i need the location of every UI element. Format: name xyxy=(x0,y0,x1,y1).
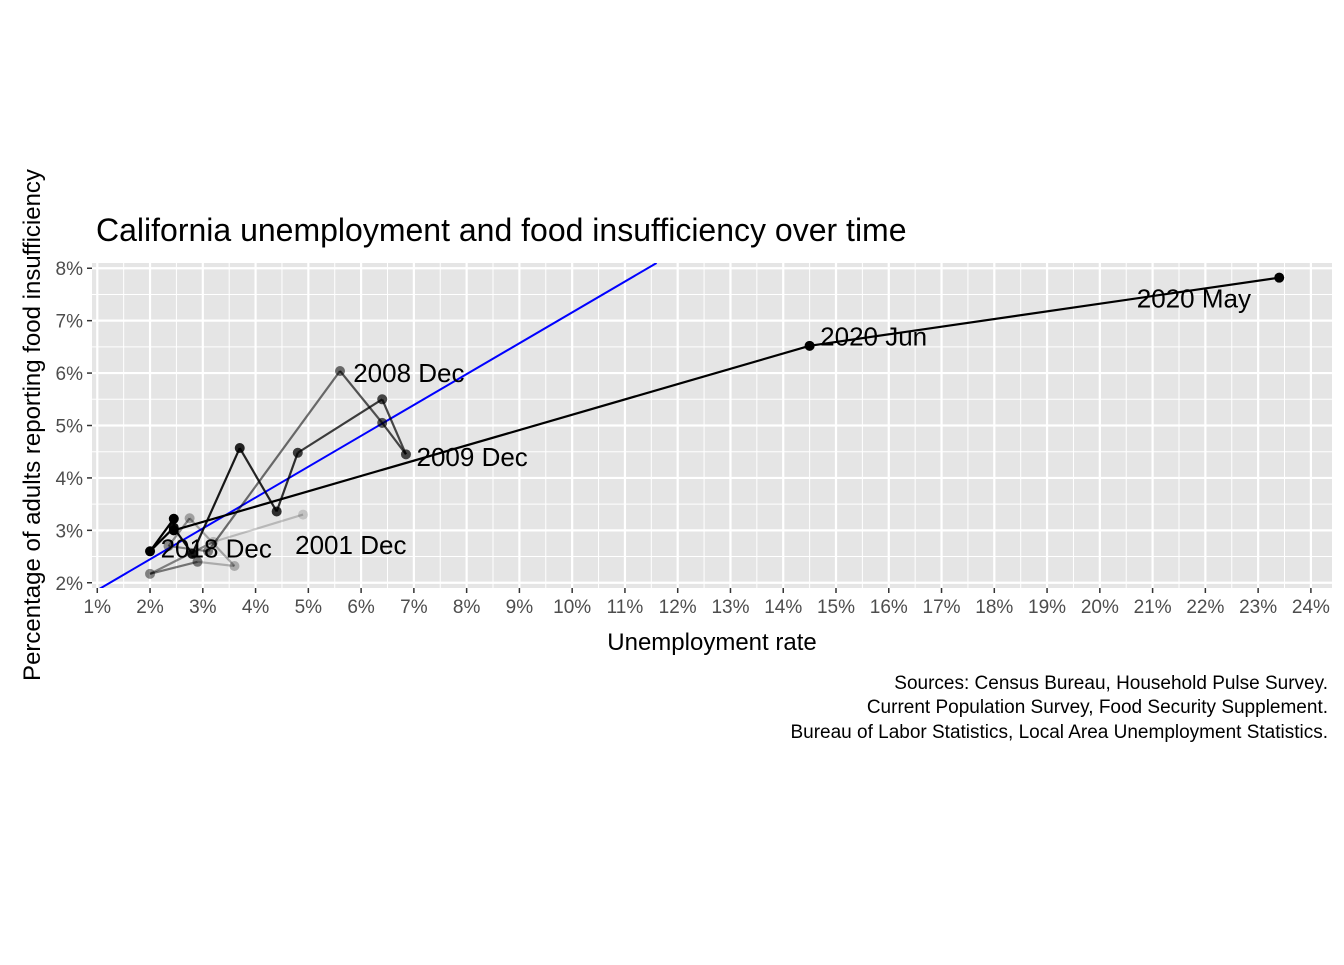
x-tick-label: 20% xyxy=(1081,597,1119,618)
data-point xyxy=(168,525,179,536)
x-tick-label: 6% xyxy=(347,597,375,618)
path-segment xyxy=(197,560,235,568)
y-tick-label: 6% xyxy=(56,364,84,385)
path-segment xyxy=(188,517,236,567)
x-tick-label: 7% xyxy=(400,597,428,618)
path-segment xyxy=(213,513,304,543)
y-tick-label: 5% xyxy=(56,417,84,438)
x-tick-label: 21% xyxy=(1134,597,1172,618)
data-point xyxy=(208,536,219,547)
x-tick-label: 22% xyxy=(1186,597,1224,618)
x-tick-label: 13% xyxy=(711,597,749,618)
chart-title: California unemployment and food insuffi… xyxy=(96,212,907,248)
x-tick-label: 10% xyxy=(553,597,591,618)
plot-panel xyxy=(92,263,1332,588)
fit-line xyxy=(98,263,658,588)
y-tick-label: 8% xyxy=(56,259,84,280)
data-point xyxy=(168,513,179,524)
x-tick-label: 24% xyxy=(1292,597,1330,618)
path-segment xyxy=(381,398,407,455)
point-annotation: 2018 Dec xyxy=(161,534,272,564)
point-annotation: 2009 Dec xyxy=(417,442,528,472)
series-layer xyxy=(145,272,1285,579)
path-segment xyxy=(238,447,278,513)
x-tick-label: 2% xyxy=(136,597,164,618)
data-point xyxy=(292,447,303,458)
x-tick-label: 8% xyxy=(453,597,481,618)
data-point xyxy=(234,443,245,454)
data-point xyxy=(229,560,240,571)
path-segment xyxy=(339,370,384,424)
path-segment xyxy=(275,452,299,512)
caption-line-2: Current Population Survey, Food Security… xyxy=(867,697,1328,718)
data-point xyxy=(187,548,198,559)
data-point xyxy=(184,513,195,524)
data-point xyxy=(298,509,309,520)
path-segment xyxy=(297,398,383,454)
caption-line-3: Bureau of Labor Statistics, Local Area U… xyxy=(790,722,1328,743)
point-annotation: 2020 May xyxy=(1137,284,1251,314)
y-tick-label: 4% xyxy=(56,469,84,490)
path-segment xyxy=(167,517,191,547)
x-tick-label: 9% xyxy=(506,597,534,618)
data-point xyxy=(203,546,214,557)
x-tick-label: 23% xyxy=(1239,597,1277,618)
point-annotation: 2008 Dec xyxy=(353,358,464,388)
point-annotation: 2020 Jun xyxy=(820,321,927,351)
x-tick-label: 18% xyxy=(975,597,1013,618)
x-axis-label: Unemployment rate xyxy=(607,629,816,656)
y-tick-label: 3% xyxy=(56,521,84,542)
x-tick-label: 1% xyxy=(84,597,112,618)
x-tick-label: 11% xyxy=(607,597,644,618)
data-point xyxy=(163,541,174,552)
path-segment xyxy=(381,422,407,455)
data-point xyxy=(192,556,203,567)
y-tick-label: 2% xyxy=(56,574,84,595)
x-tick-label: 16% xyxy=(870,597,908,618)
x-tick-label: 17% xyxy=(923,597,961,618)
data-point xyxy=(377,417,388,428)
data-point xyxy=(400,449,411,460)
y-tick-label: 7% xyxy=(56,312,84,333)
y-axis-label: Percentage of adults reporting food insu… xyxy=(19,169,46,681)
data-point xyxy=(804,340,815,351)
path-segment xyxy=(149,518,175,552)
annotation-layer: 2001 Dec 2008 Dec 2009 Dec 2018 Dec 2020 Jun… xyxy=(161,284,1251,564)
x-tick-label: 15% xyxy=(817,597,855,618)
x-tick-label: 3% xyxy=(189,597,217,618)
x-tick-label: 4% xyxy=(242,597,270,618)
data-point xyxy=(145,568,156,579)
x-tick-label: 12% xyxy=(659,597,697,618)
data-point xyxy=(1274,272,1285,283)
path-segment xyxy=(191,447,241,555)
caption-line-1: Sources: Census Bureau, Household Pulse … xyxy=(894,673,1328,694)
data-point xyxy=(377,394,388,405)
axis-layer: 1% 2% 3% 4% 5% 6% 7% 8% 9% 10% 11% 12% 13% 14% 15% 16% 1… xyxy=(56,259,1330,618)
point-annotation: 2001 Dec xyxy=(295,530,406,560)
path-segment xyxy=(173,344,810,532)
x-tick-label: 14% xyxy=(764,597,802,618)
x-tick-label: 19% xyxy=(1028,597,1066,618)
data-point xyxy=(271,506,282,517)
path-segment xyxy=(809,276,1280,347)
path-segment xyxy=(207,370,341,552)
path-segment xyxy=(149,540,214,575)
fit-line-layer xyxy=(98,263,658,588)
path-segment xyxy=(149,560,198,575)
data-point xyxy=(145,546,156,557)
data-point xyxy=(335,365,345,376)
x-tick-label: 5% xyxy=(295,597,323,618)
